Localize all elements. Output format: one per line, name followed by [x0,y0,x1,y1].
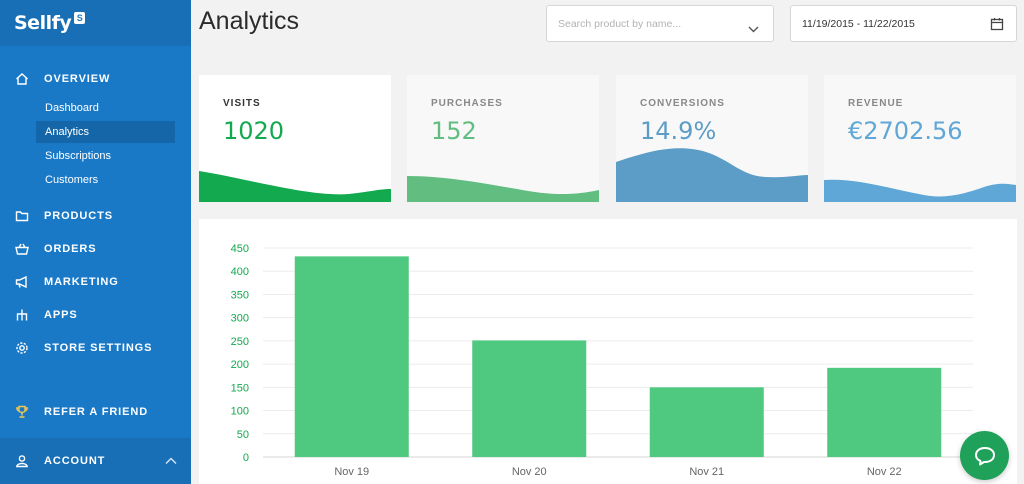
nav-refer-label: REFER A FRIEND [44,406,149,418]
sparkline-visits [199,171,391,202]
user-icon [0,454,44,468]
stat-card-visits[interactable]: VISITS 1020 [199,75,391,202]
bar-chart-svg: 0 50 100 150 200 250 300 350 400 450 Nov 19 Nov 20 N… [231,243,973,478]
stat-value: 14.9% [640,117,717,145]
chevron-down-icon[interactable] [748,20,759,38]
chevron-up-icon[interactable] [151,457,191,465]
bar [649,387,764,457]
sparkline-purchases [407,176,599,202]
brand-name: Sellfy [14,12,72,34]
nav-apps-label: APPS [44,309,78,321]
basket-icon [0,242,44,256]
x-tick-label: Nov 22 [867,466,902,478]
y-tick-label: 50 [237,429,249,441]
nav-overview[interactable]: OVERVIEW [0,68,191,90]
stat-card-conversions[interactable]: CONVERSIONS 14.9% [616,75,808,202]
sparkline-conversions [616,148,808,202]
stat-card-revenue[interactable]: REVENUE €2702.56 [824,75,1016,202]
product-search[interactable] [546,5,774,42]
nav-orders-label: ORDERS [44,243,97,255]
y-tick-label: 350 [231,289,249,301]
nav-store-settings-label: STORE SETTINGS [44,342,153,354]
folder-icon [0,209,44,223]
chat-bubble-icon [974,446,995,465]
account-label: ACCOUNT [44,455,106,467]
y-tick-label: 0 [243,452,249,464]
page-title: Analytics [199,7,300,35]
nav-overview-label: OVERVIEW [44,73,111,85]
sidebar-item-customers[interactable]: Customers [45,174,99,186]
stat-label: REVENUE [848,98,904,109]
brand-logo[interactable]: Sellfy S [0,0,191,46]
y-tick-label: 200 [231,359,249,371]
nav-marketing[interactable]: MARKETING [0,271,191,293]
date-range-picker[interactable]: 11/19/2015 - 11/22/2015 [790,5,1017,42]
nav-products-label: PRODUCTS [44,210,113,222]
x-tick-label: Nov 21 [689,466,724,478]
sidebar: Sellfy S OVERVIEW Dashboard Analytics Su… [0,0,191,484]
nav-orders[interactable]: ORDERS [0,238,191,260]
y-tick-label: 150 [231,382,249,394]
sidebar-item-analytics[interactable]: Analytics [36,121,175,143]
search-input[interactable] [558,17,738,30]
sales-bar-chart: 0 50 100 150 200 250 300 350 400 450 Nov 19 Nov 20 N… [199,219,1017,484]
stat-value: €2702.56 [848,117,963,145]
y-tick-label: 400 [231,266,249,278]
brand-badge: S [74,12,86,24]
y-tick-label: 450 [231,243,249,255]
nav-apps[interactable]: APPS [0,304,191,326]
x-tick-label: Nov 20 [512,466,547,478]
sitemap-icon [0,308,44,322]
sidebar-item-dashboard[interactable]: Dashboard [45,102,99,114]
nav-marketing-label: MARKETING [44,276,119,288]
gear-icon [0,341,44,355]
x-tick-label: Nov 19 [334,466,369,478]
stat-label: CONVERSIONS [640,98,725,109]
sparkline-revenue [824,179,1016,202]
bar [472,340,587,457]
nav-refer-a-friend[interactable]: REFER A FRIEND [0,401,191,423]
nav-products[interactable]: PRODUCTS [0,205,191,227]
bar [294,256,409,457]
y-tick-label: 300 [231,313,249,325]
stat-label: VISITS [223,98,261,109]
sidebar-item-subscriptions[interactable]: Subscriptions [45,150,112,162]
stat-value: 152 [431,117,477,145]
calendar-icon[interactable] [990,17,1004,34]
stat-card-purchases[interactable]: PURCHASES 152 [407,75,599,202]
stat-label: PURCHASES [431,98,503,109]
date-range-text: 11/19/2015 - 11/22/2015 [802,17,915,30]
home-icon [0,72,44,86]
account-bar[interactable]: ACCOUNT [0,438,191,484]
y-tick-label: 100 [231,406,249,418]
megaphone-icon [0,275,44,289]
chat-button[interactable] [960,431,1009,480]
nav-store-settings[interactable]: STORE SETTINGS [0,337,191,359]
y-tick-label: 250 [231,336,249,348]
bar [827,367,942,457]
trophy-icon [0,405,44,419]
stat-value: 1020 [223,117,285,145]
